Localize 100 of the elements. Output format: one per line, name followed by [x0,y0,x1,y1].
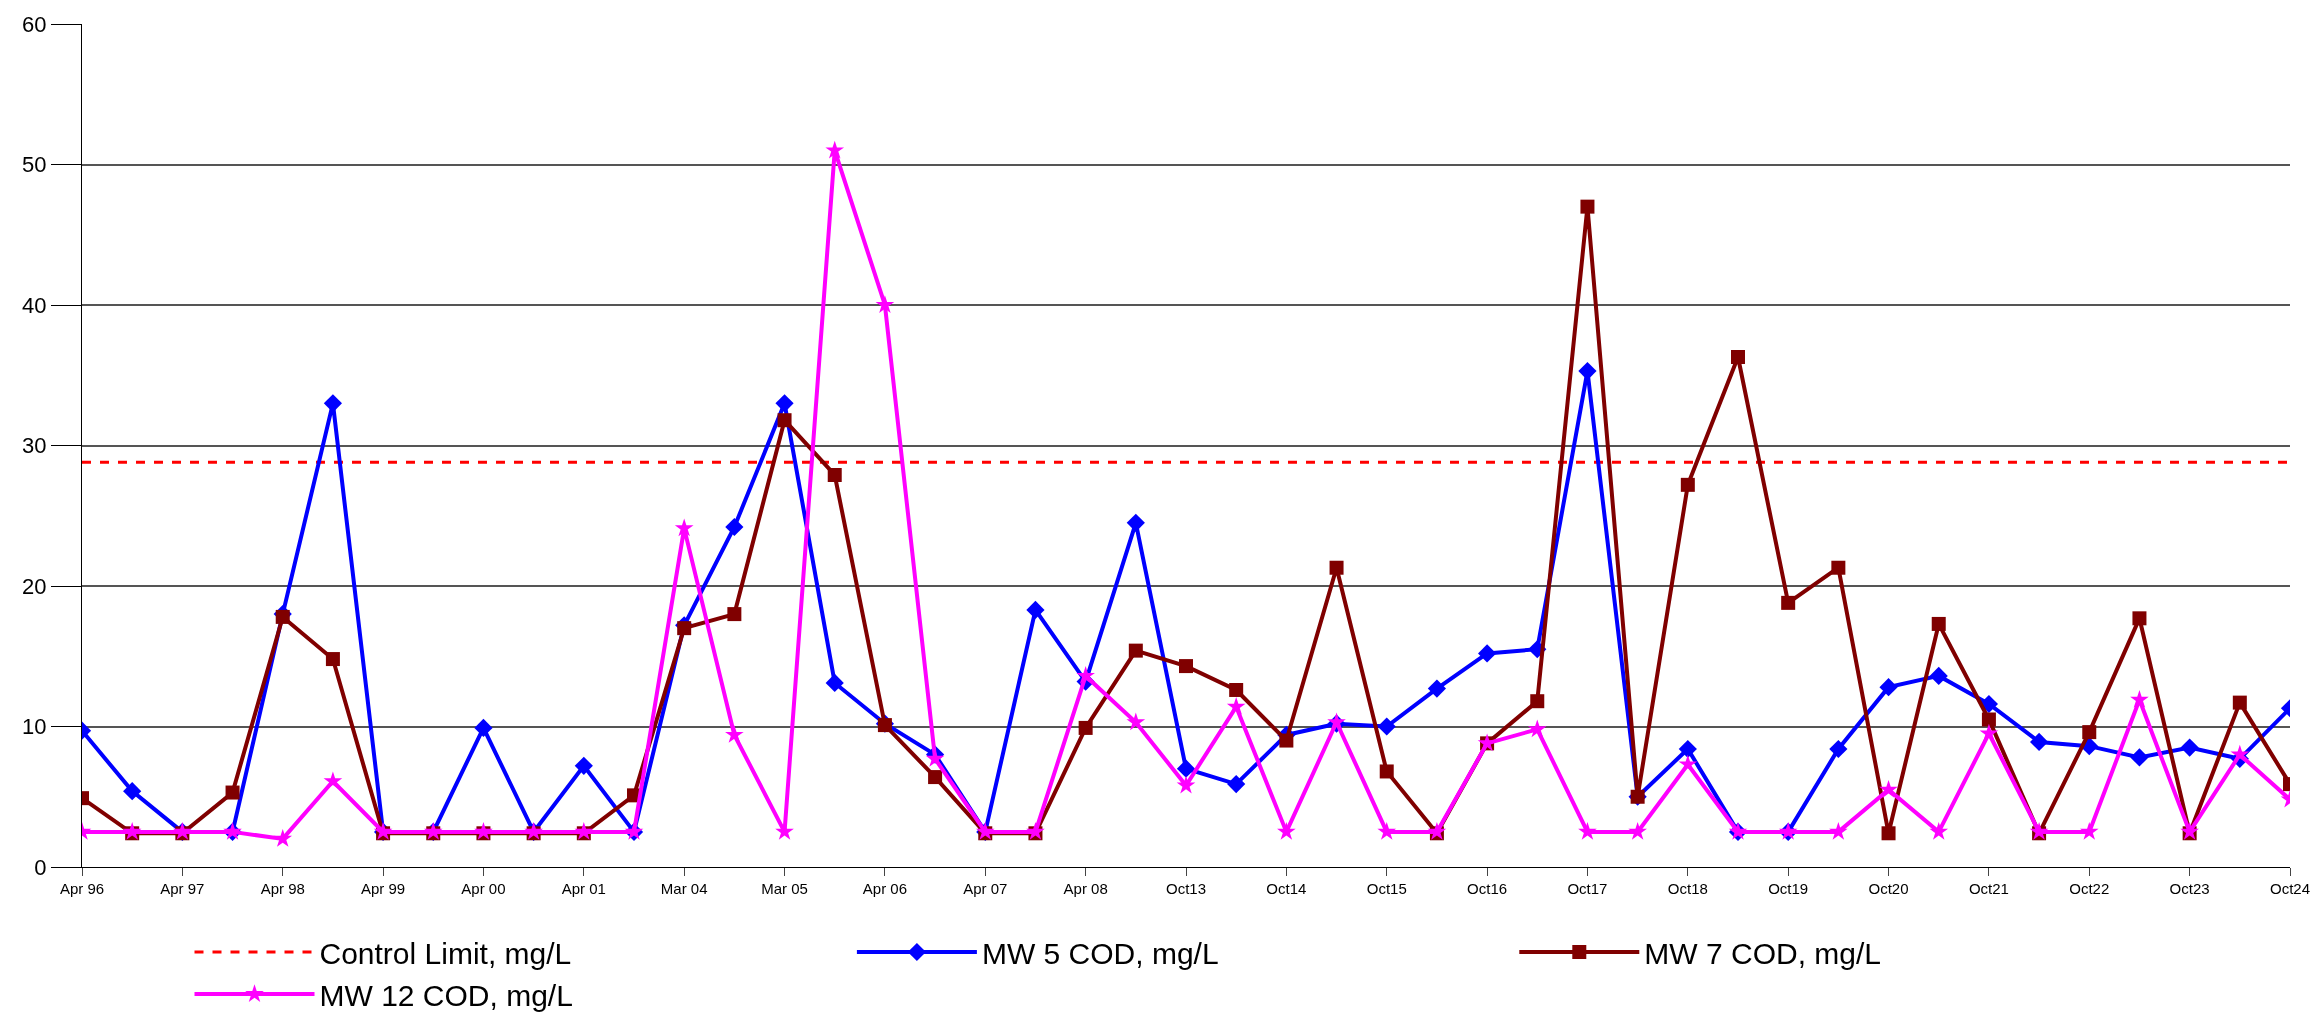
point [2130,690,2149,708]
x-tick-label: Oct13 [1165,880,1207,897]
x-tick-label: Apr 08 [1063,880,1108,897]
point [725,725,744,743]
x-tick-label: Oct19 [1768,880,1809,897]
y-tick-label: 0 [34,854,47,880]
point [1226,697,1246,715]
x-tick-label: Apr 07 [963,880,1008,897]
point [1731,349,1745,364]
point [877,718,892,733]
y-tick-label: 20 [22,573,47,599]
point [727,607,742,622]
point [1678,754,1698,773]
point [574,756,593,775]
legend-label: MW 7 COD, mg/L [1644,936,1881,970]
point [1277,822,1296,840]
point [2079,822,2099,840]
point [1981,712,1996,727]
point [2130,748,2149,767]
x-tick-label: Oct16 [1467,880,1508,897]
point [1279,733,1294,748]
point [1929,822,1949,840]
point [775,394,794,413]
point [1578,822,1597,840]
point [1076,666,1095,684]
point [875,295,895,313]
point [1179,659,1193,674]
point [1831,560,1846,575]
legend-label: Control Limit, mg/L [319,936,572,970]
y-tick-label: 40 [22,292,47,318]
point [1879,678,1898,697]
x-tick-label: Apr 06 [862,880,908,897]
point [1879,779,1898,798]
point [2180,738,2199,757]
point [474,822,493,840]
x-tick-label: Oct22 [2069,880,2110,897]
point [2029,732,2049,752]
x-tick-label: Apr 96 [59,880,105,897]
x-tick-label: Oct23 [2169,880,2210,897]
point [2029,822,2049,840]
point [1781,595,1796,610]
x-tick-label: Oct15 [1366,880,1407,897]
point [827,468,842,483]
point [2232,695,2247,710]
x-tick-label: Oct14 [1266,880,1307,897]
point [1829,822,1848,840]
point [1126,513,1145,532]
point [1427,822,1447,840]
point [1379,764,1394,779]
x-tick-label: Mar 05 [761,880,808,897]
point [1377,717,1396,736]
point [225,785,240,800]
point [1227,775,1246,794]
point [1580,199,1595,214]
x-tick-label: Oct24 [2269,880,2311,897]
point [1126,712,1146,731]
point [1530,694,1545,709]
x-tick-label: Oct21 [1968,880,2009,897]
point [323,394,343,413]
point [273,829,293,847]
point [825,140,845,159]
point [323,771,343,790]
point [1176,759,1196,778]
x-tick-label: Oct20 [1868,880,1909,897]
point [1078,720,1093,735]
point [1628,822,1647,840]
y-tick-label: 50 [22,152,47,178]
point [1931,616,1946,631]
point [1128,643,1143,658]
point [825,673,844,693]
point [1929,666,1948,686]
point [275,609,290,624]
point [1829,739,1848,759]
x-tick-label: Apr 99 [360,880,406,897]
point [1377,822,1397,840]
point [725,517,744,537]
point [674,518,694,537]
point [2180,822,2199,840]
point [1026,600,1045,619]
y-tick-label: 60 [22,11,47,37]
point [1680,477,1695,492]
point [2082,725,2097,740]
legend-label: MW 5 COD, mg/L [981,936,1219,970]
point [777,413,792,428]
point [2132,611,2147,626]
legend-label: MW 12 COD, mg/L [319,978,573,1012]
y-tick-label: 30 [22,433,47,459]
point [2230,744,2250,763]
point [123,782,142,801]
x-tick-label: Apr 97 [160,880,205,897]
x-tick-label: Apr 98 [260,880,305,897]
point [1229,682,1244,697]
point [1979,694,1999,714]
point [1477,644,1497,663]
point [1329,560,1344,575]
point [928,770,943,785]
point [325,652,340,667]
point [1881,826,1896,841]
point [122,822,142,840]
x-tick-label: Mar 04 [660,880,708,897]
